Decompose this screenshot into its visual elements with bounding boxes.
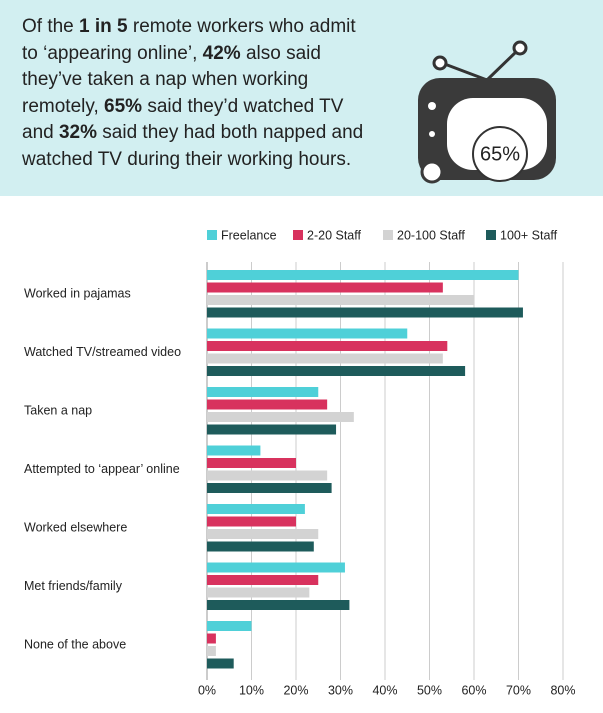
bar [207, 658, 234, 669]
bar [207, 341, 448, 351]
bar [207, 621, 252, 631]
category-label: None of the above [24, 637, 126, 651]
x-tick-label: 50% [417, 683, 442, 697]
bar [207, 399, 328, 410]
category-label: Met friends/family [24, 579, 123, 593]
legend-swatch [383, 230, 393, 240]
intro-segment: remotely, [22, 95, 105, 117]
legend-label: 20-100 Staff [397, 228, 465, 242]
intro-segment: they’ve taken a nap when working [22, 69, 309, 90]
bar [207, 458, 296, 468]
x-tick-label: 60% [461, 683, 486, 697]
intro-highlight: 65% [104, 95, 143, 117]
bar [207, 541, 314, 552]
intro-highlight: 32% [58, 122, 98, 143]
intro-segment: said they had both napped and [97, 122, 364, 143]
bar [207, 483, 332, 493]
category-label: Worked elsewhere [24, 520, 127, 534]
tv-illustration: 65% [418, 40, 556, 184]
bar [207, 412, 354, 422]
bar [207, 470, 328, 481]
bar [207, 562, 345, 573]
intro-segment: also said [240, 42, 321, 64]
intro-segment: to ‘appearing online’, [22, 42, 203, 64]
legend-label: 2-20 Staff [307, 228, 362, 242]
intro-highlight: 1 in 5 [79, 16, 128, 37]
intro-text: Of the 1 in 5 remote workers who admit to… [22, 14, 363, 173]
bar [207, 282, 443, 293]
x-tick-label: 80% [550, 683, 575, 697]
legend-swatch [293, 230, 303, 240]
legend-swatch [207, 230, 217, 240]
legend-label: 100+ Staff [500, 228, 558, 242]
x-tick-label: 10% [239, 683, 264, 697]
intro-segment: watched TV during their working hours. [22, 148, 352, 170]
bar [207, 633, 216, 644]
intro-segment: remote workers who admit [127, 16, 356, 37]
bar [207, 307, 523, 318]
x-tick-label: 30% [328, 683, 353, 697]
intro-highlight: 42% [202, 42, 241, 64]
category-label: Watched TV/streamed video [24, 345, 181, 359]
bar [207, 516, 296, 527]
legend-label: Freelance [221, 228, 277, 242]
intro-segment: said they’d watched TV [142, 95, 344, 117]
x-tick-label: 70% [506, 683, 531, 697]
bar [207, 328, 408, 339]
bar [207, 295, 474, 305]
bar [207, 600, 350, 610]
x-tick-label: 20% [283, 683, 308, 697]
bar [207, 646, 216, 656]
x-tick-label: 0% [198, 683, 216, 697]
intro-segment: and [22, 122, 59, 143]
bar [207, 270, 519, 280]
bar [207, 366, 466, 376]
category-label: Taken a nap [24, 403, 92, 417]
intro-segment: Of the [22, 16, 80, 37]
bar [207, 504, 305, 514]
category-label: Attempted to ‘appear’ online [24, 462, 180, 476]
category-label: Worked in pajamas [24, 286, 131, 300]
bar [207, 445, 261, 456]
x-tick-label: 40% [372, 683, 397, 697]
bar [207, 424, 337, 435]
bar [207, 387, 319, 397]
legend-swatch [486, 230, 496, 240]
bar [207, 587, 310, 598]
bar [207, 529, 319, 539]
bar [207, 353, 443, 364]
tv-label: 65% [480, 143, 520, 165]
bar [207, 575, 319, 585]
